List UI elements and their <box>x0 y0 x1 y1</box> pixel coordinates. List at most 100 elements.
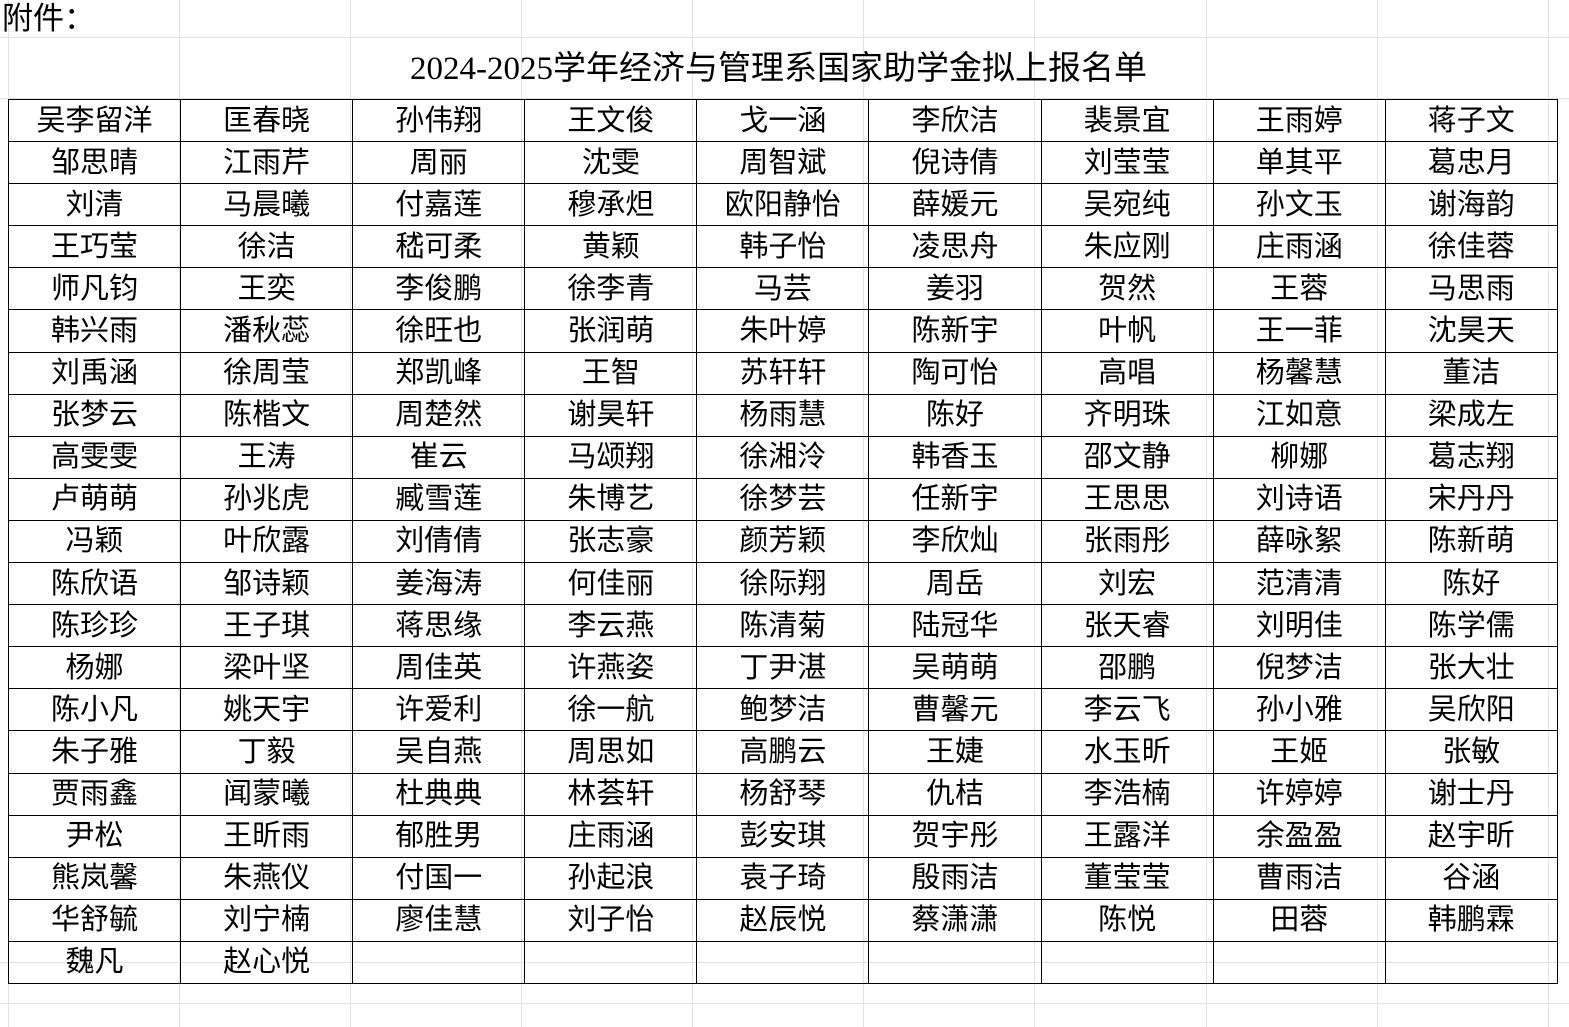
student-name-cell[interactable]: 欧阳静怡 <box>696 183 870 227</box>
student-name-cell[interactable]: 李云飞 <box>1040 688 1214 732</box>
student-name-cell[interactable]: 马颂翔 <box>524 435 698 479</box>
student-name-cell[interactable]: 潘秋蕊 <box>180 309 354 353</box>
student-name-cell[interactable]: 倪诗倩 <box>868 141 1042 185</box>
student-name-cell[interactable]: 庄雨涵 <box>524 814 698 858</box>
student-name-cell[interactable]: 嵇可柔 <box>352 225 526 269</box>
student-name-cell[interactable]: 林荟轩 <box>524 772 698 816</box>
student-name-cell[interactable]: 仇桔 <box>868 772 1042 816</box>
student-name-cell[interactable]: 刘禹涵 <box>7 351 182 395</box>
student-name-cell[interactable]: 蒋子文 <box>1384 98 1558 143</box>
student-name-cell[interactable]: 陈新萌 <box>1384 519 1558 564</box>
student-name-cell[interactable]: 张梦云 <box>7 393 182 437</box>
student-name-cell[interactable]: 蔡潇潇 <box>868 898 1042 942</box>
student-name-cell[interactable]: 刘清 <box>7 183 182 227</box>
student-name-cell[interactable]: 薛媛元 <box>868 183 1042 227</box>
student-name-cell[interactable]: 陈学儒 <box>1384 604 1558 648</box>
student-name-cell[interactable]: 周岳 <box>868 562 1042 606</box>
student-name-cell[interactable]: 单其平 <box>1212 141 1386 185</box>
student-name-cell[interactable]: 马思雨 <box>1384 267 1558 311</box>
student-name-cell[interactable]: 王一菲 <box>1212 309 1386 353</box>
student-name-cell[interactable]: 徐李青 <box>524 267 698 311</box>
student-name-cell[interactable]: 沈昊天 <box>1384 309 1558 353</box>
student-name-cell[interactable]: 梁叶坚 <box>180 646 354 690</box>
student-name-cell[interactable]: 刘倩倩 <box>352 519 526 564</box>
student-name-cell[interactable]: 黄颖 <box>524 225 698 269</box>
student-name-cell[interactable]: 孙兆虎 <box>180 477 354 521</box>
student-name-cell[interactable]: 匡春晓 <box>180 98 354 143</box>
student-name-cell[interactable]: 李欣洁 <box>868 98 1042 143</box>
student-name-cell[interactable]: 吴宛纯 <box>1040 183 1214 227</box>
student-name-cell[interactable]: 谷涵 <box>1384 856 1558 900</box>
empty-cell[interactable] <box>1212 940 1386 984</box>
student-name-cell[interactable]: 齐明珠 <box>1040 393 1214 437</box>
student-name-cell[interactable]: 闻蒙曦 <box>180 772 354 816</box>
student-name-cell[interactable]: 孙文玉 <box>1212 183 1386 227</box>
student-name-cell[interactable]: 孙小雅 <box>1212 688 1386 732</box>
student-name-cell[interactable]: 谢海韵 <box>1384 183 1558 227</box>
student-name-cell[interactable]: 杨馨慧 <box>1212 351 1386 395</box>
student-name-cell[interactable]: 徐一航 <box>524 688 698 732</box>
student-name-cell[interactable]: 赵宇昕 <box>1384 814 1558 858</box>
student-name-cell[interactable]: 高唱 <box>1040 351 1214 395</box>
empty-cell[interactable] <box>1384 940 1558 984</box>
student-name-cell[interactable]: 倪梦洁 <box>1212 646 1386 690</box>
student-name-cell[interactable]: 尹松 <box>7 814 182 858</box>
student-name-cell[interactable]: 张润萌 <box>524 309 698 353</box>
empty-cell[interactable] <box>1040 940 1214 984</box>
student-name-cell[interactable]: 马晨曦 <box>180 183 354 227</box>
student-name-cell[interactable]: 陈楷文 <box>180 393 354 437</box>
student-name-cell[interactable]: 张雨彤 <box>1040 519 1214 564</box>
student-name-cell[interactable]: 赵辰悦 <box>696 898 870 942</box>
empty-cell[interactable] <box>352 940 526 984</box>
student-name-cell[interactable]: 曹雨洁 <box>1212 856 1386 900</box>
student-name-cell[interactable]: 周佳英 <box>352 646 526 690</box>
student-name-cell[interactable]: 董洁 <box>1384 351 1558 395</box>
student-name-cell[interactable]: 戈一涵 <box>696 98 870 143</box>
student-name-cell[interactable]: 臧雪莲 <box>352 477 526 521</box>
student-name-cell[interactable]: 贺宇彤 <box>868 814 1042 858</box>
student-name-cell[interactable]: 王蓉 <box>1212 267 1386 311</box>
student-name-cell[interactable]: 王姬 <box>1212 730 1386 774</box>
student-name-cell[interactable]: 徐湘泠 <box>696 435 870 479</box>
student-name-cell[interactable]: 王思思 <box>1040 477 1214 521</box>
student-name-cell[interactable]: 余盈盈 <box>1212 814 1386 858</box>
student-name-cell[interactable]: 王昕雨 <box>180 814 354 858</box>
student-name-cell[interactable]: 葛忠月 <box>1384 141 1558 185</box>
student-name-cell[interactable]: 韩鹏霖 <box>1384 898 1558 942</box>
student-name-cell[interactable]: 王文俊 <box>524 98 698 143</box>
student-name-cell[interactable]: 殷雨洁 <box>868 856 1042 900</box>
student-name-cell[interactable]: 周思如 <box>524 730 698 774</box>
student-name-cell[interactable]: 陶可怡 <box>868 351 1042 395</box>
student-name-cell[interactable]: 周智斌 <box>696 141 870 185</box>
student-name-cell[interactable]: 高鹏云 <box>696 730 870 774</box>
student-name-cell[interactable]: 陈悦 <box>1040 898 1214 942</box>
student-name-cell[interactable]: 师凡钧 <box>7 267 182 311</box>
student-name-cell[interactable]: 韩兴雨 <box>7 309 182 353</box>
student-name-cell[interactable]: 徐周莹 <box>180 351 354 395</box>
student-name-cell[interactable]: 王巧莹 <box>7 225 182 269</box>
student-name-cell[interactable]: 李俊鹏 <box>352 267 526 311</box>
student-name-cell[interactable]: 葛志翔 <box>1384 435 1558 479</box>
student-name-cell[interactable]: 吴欣阳 <box>1384 688 1558 732</box>
student-name-cell[interactable]: 庄雨涵 <box>1212 225 1386 269</box>
student-name-cell[interactable]: 许爱利 <box>352 688 526 732</box>
student-name-cell[interactable]: 朱博艺 <box>524 477 698 521</box>
student-name-cell[interactable]: 李欣灿 <box>868 519 1042 564</box>
student-name-cell[interactable]: 陆冠华 <box>868 604 1042 648</box>
student-name-cell[interactable]: 邹诗颖 <box>180 562 354 606</box>
student-name-cell[interactable]: 赵心悦 <box>180 940 354 984</box>
student-name-cell[interactable]: 刘子怡 <box>524 898 698 942</box>
student-name-cell[interactable]: 刘宏 <box>1040 562 1214 606</box>
student-name-cell[interactable]: 吴萌萌 <box>868 646 1042 690</box>
student-name-cell[interactable]: 邵鹏 <box>1040 646 1214 690</box>
student-name-cell[interactable]: 陈清菊 <box>696 604 870 648</box>
student-name-cell[interactable]: 蒋思缘 <box>352 604 526 648</box>
student-name-cell[interactable]: 周楚然 <box>352 393 526 437</box>
student-name-cell[interactable]: 陈新宇 <box>868 309 1042 353</box>
student-name-cell[interactable]: 张敏 <box>1384 730 1558 774</box>
student-name-cell[interactable]: 梁成左 <box>1384 393 1558 437</box>
student-name-cell[interactable]: 朱叶婷 <box>696 309 870 353</box>
student-name-cell[interactable]: 张大壮 <box>1384 646 1558 690</box>
student-name-cell[interactable]: 魏凡 <box>7 940 182 984</box>
student-name-cell[interactable]: 王子琪 <box>180 604 354 648</box>
